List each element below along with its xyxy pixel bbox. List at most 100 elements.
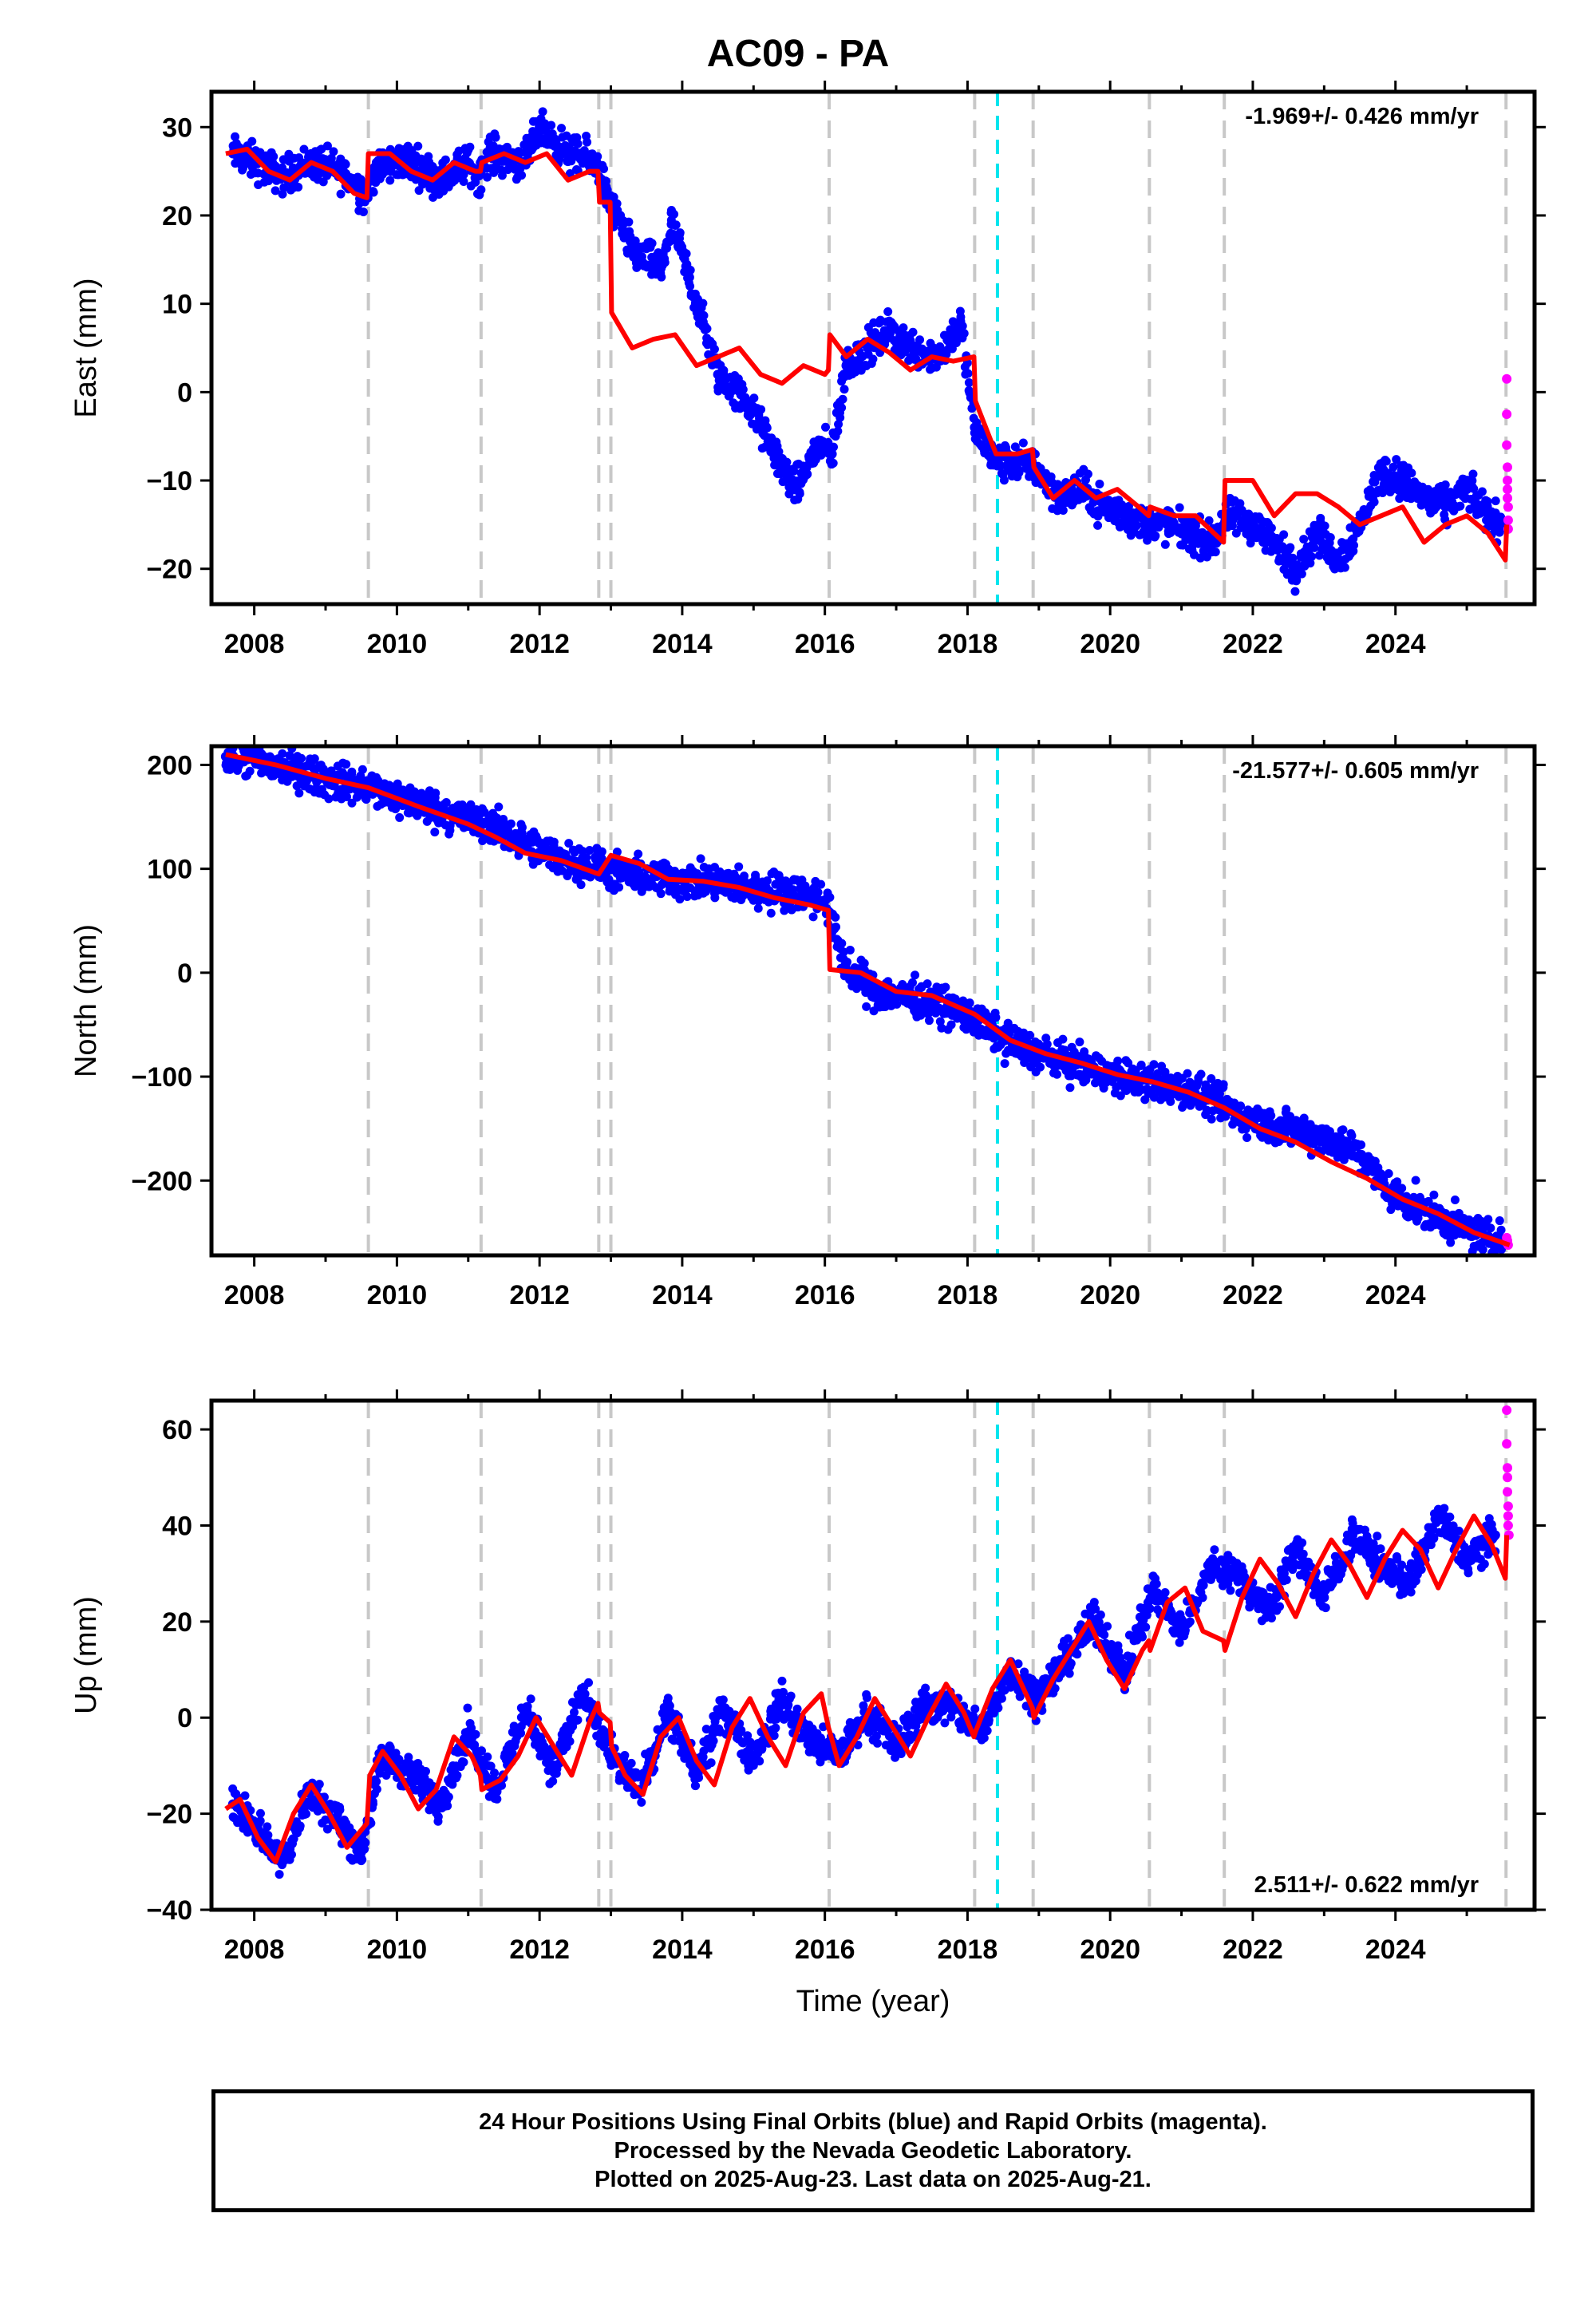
final-orbit-point [845, 945, 855, 954]
rapid-orbit-point [1502, 440, 1512, 450]
final-orbit-point [1153, 1069, 1163, 1078]
final-orbit-point [224, 733, 233, 741]
final-orbit-point [843, 957, 852, 966]
final-orbit-point [409, 787, 419, 796]
final-orbit-point [421, 1767, 430, 1777]
final-orbit-point [459, 1757, 468, 1767]
final-orbit-point [828, 458, 838, 468]
final-orbit-point [1325, 533, 1335, 543]
final-orbit-point [459, 170, 468, 180]
final-orbit-point [1207, 1114, 1216, 1124]
final-orbit-point [245, 766, 255, 776]
final-orbit-point [492, 1787, 502, 1796]
rapid-orbit-point [1503, 462, 1513, 472]
final-orbit-point [675, 228, 685, 238]
final-orbit-point [1010, 442, 1020, 452]
final-orbit-point [702, 324, 712, 334]
final-orbit-point [342, 760, 351, 769]
x-tick-label: 2010 [367, 629, 428, 659]
final-orbit-point [565, 1737, 575, 1746]
final-orbit-point [508, 1749, 517, 1758]
final-orbit-point [1093, 520, 1103, 530]
final-orbit-point [681, 249, 691, 259]
series-group [224, 1405, 1514, 1879]
final-orbit-point [565, 169, 575, 179]
final-orbit-point [1266, 1111, 1276, 1120]
final-orbit-point [1065, 1083, 1075, 1093]
final-orbit-point [1036, 1062, 1045, 1072]
final-orbit-point [821, 422, 831, 432]
final-orbit-point [789, 466, 799, 476]
final-orbit-point [347, 767, 357, 777]
final-orbit-point [1369, 497, 1379, 507]
final-orbit-point [263, 1830, 273, 1840]
final-orbit-point [682, 891, 692, 901]
final-orbit-point [766, 908, 776, 918]
final-orbit-point [709, 344, 719, 354]
final-orbit-point [956, 312, 966, 322]
final-orbit-point [832, 922, 841, 931]
final-orbit-point [991, 1013, 1001, 1022]
final-orbit-point [278, 749, 287, 758]
y-axis-label: East (mm) [69, 278, 103, 417]
final-orbit-point [336, 189, 346, 199]
final-orbit-point [440, 155, 450, 164]
final-orbit-point [1291, 576, 1301, 586]
final-orbit-point [356, 175, 365, 184]
final-orbit-point [1477, 487, 1487, 496]
final-orbit-point [1389, 471, 1399, 480]
final-orbit-point [1299, 535, 1309, 544]
final-orbit-point [471, 1729, 480, 1739]
y-tick-label: 200 [147, 750, 192, 781]
final-orbit-point [1339, 1155, 1349, 1164]
final-orbit-point [1113, 1056, 1123, 1065]
final-orbit-point [526, 1694, 535, 1704]
chart-title: AC09 - PA [706, 33, 890, 75]
final-orbit-point [995, 461, 1005, 471]
final-orbit-point [883, 307, 893, 317]
final-orbit-point [1349, 540, 1359, 550]
final-orbit-point [922, 979, 932, 989]
final-orbit-point [1160, 539, 1170, 549]
final-orbit-point [1307, 551, 1317, 561]
final-orbit-point [710, 893, 720, 903]
x-tick-label: 2024 [1365, 629, 1426, 659]
final-orbit-point [825, 892, 835, 902]
final-orbit-point [1116, 1091, 1125, 1101]
final-orbit-point [1075, 1037, 1084, 1047]
final-orbit-point [368, 1799, 377, 1808]
final-orbit-point [573, 139, 583, 148]
final-orbit-point [477, 1746, 487, 1756]
final-orbit-point [1440, 480, 1450, 490]
final-orbit-point [1219, 1083, 1228, 1093]
x-tick-label: 2018 [938, 629, 998, 659]
final-orbit-point [1381, 456, 1391, 466]
final-orbit-point [1496, 1245, 1506, 1255]
final-orbit-point [491, 132, 500, 142]
final-orbit-point [486, 1761, 496, 1771]
final-orbit-point [1195, 553, 1205, 563]
final-orbit-point [837, 939, 847, 948]
final-orbit-point [569, 1708, 579, 1717]
final-orbit-point [911, 970, 920, 980]
final-orbit-point [935, 1017, 945, 1026]
final-orbit-point [1279, 530, 1289, 539]
final-orbit-point [1446, 1238, 1456, 1247]
final-orbit-point [443, 1801, 452, 1811]
x-tick-label: 2022 [1223, 629, 1283, 659]
east-panel: 2008 2010 2012 2014 2016 2018 2020 2022 2024−20−… [69, 81, 1546, 659]
final-orbit-point [774, 447, 784, 456]
final-orbit-point [444, 1792, 453, 1802]
final-orbit-point [941, 982, 950, 992]
final-orbit-point [295, 1821, 305, 1831]
final-orbit-point [762, 423, 772, 433]
final-orbit-point [430, 793, 440, 803]
final-orbit-point [612, 199, 622, 208]
final-orbit-point [269, 152, 279, 161]
final-orbit-point [656, 889, 666, 899]
final-orbit-point [685, 266, 695, 275]
final-orbit-point [620, 1750, 630, 1760]
final-orbit-point [1429, 1190, 1439, 1199]
final-orbit-point [757, 405, 766, 414]
final-orbit-point [1058, 506, 1068, 516]
